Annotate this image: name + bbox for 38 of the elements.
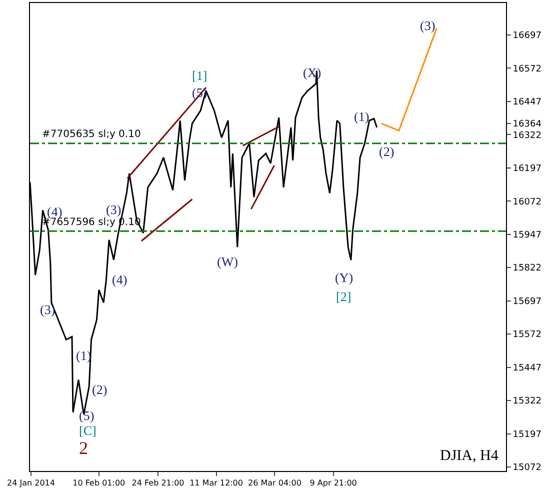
annotation: (3) bbox=[420, 18, 436, 33]
annotation: (4) bbox=[47, 204, 62, 219]
y-tick-label: 16197 bbox=[512, 164, 542, 174]
y-tick-label: 15072 bbox=[512, 463, 542, 474]
x-tick-label: 24 Jan 2014 bbox=[7, 478, 55, 488]
y-tick-label: 16322 bbox=[512, 130, 542, 141]
annotation: [C] bbox=[79, 423, 96, 438]
ref-line-label: #7705635 sl;y 0.10 bbox=[42, 129, 141, 140]
y-tick-label: 16072 bbox=[512, 197, 542, 208]
annotation: (Y) bbox=[335, 270, 354, 285]
y-tick-label: 15697 bbox=[512, 296, 542, 307]
y-tick-label: 16447 bbox=[512, 98, 542, 108]
y-tick-label: 15572 bbox=[512, 330, 542, 340]
x-tick-label: 26 Mar 04:00 bbox=[248, 478, 302, 488]
y-tick-label: 16572 bbox=[512, 64, 542, 74]
annotation: DJIA, H4 bbox=[440, 448, 499, 464]
annotation: (2) bbox=[92, 382, 108, 397]
annotation: (1) bbox=[354, 109, 370, 124]
annotation: 2 bbox=[79, 438, 88, 458]
annotation: (2) bbox=[379, 144, 394, 159]
y-tick-label: 16364 bbox=[512, 120, 542, 130]
y-tick-label: 16697 bbox=[512, 31, 542, 42]
x-tick-label: 10 Feb 01:00 bbox=[72, 478, 126, 488]
annotation: [2] bbox=[336, 289, 352, 304]
y-tick-label: 15822 bbox=[512, 264, 542, 274]
annotation: (W) bbox=[217, 254, 238, 269]
y-tick-label: 15447 bbox=[512, 363, 542, 374]
y-tick-label: 15947 bbox=[512, 230, 542, 240]
annotation: (4) bbox=[112, 272, 128, 287]
x-tick-label: 9 Apr 21:00 bbox=[310, 478, 357, 488]
annotation: (5) bbox=[79, 408, 94, 423]
annotation: [1] bbox=[192, 68, 208, 83]
y-tick-label: 15322 bbox=[512, 396, 542, 407]
annotation: (X) bbox=[303, 65, 322, 80]
x-tick-label: 24 Feb 21:00 bbox=[132, 478, 184, 488]
y-tick-label: 15197 bbox=[512, 430, 542, 440]
annotation: (3) bbox=[106, 202, 122, 217]
x-tick-label: 11 Mar 12:00 bbox=[190, 478, 243, 488]
